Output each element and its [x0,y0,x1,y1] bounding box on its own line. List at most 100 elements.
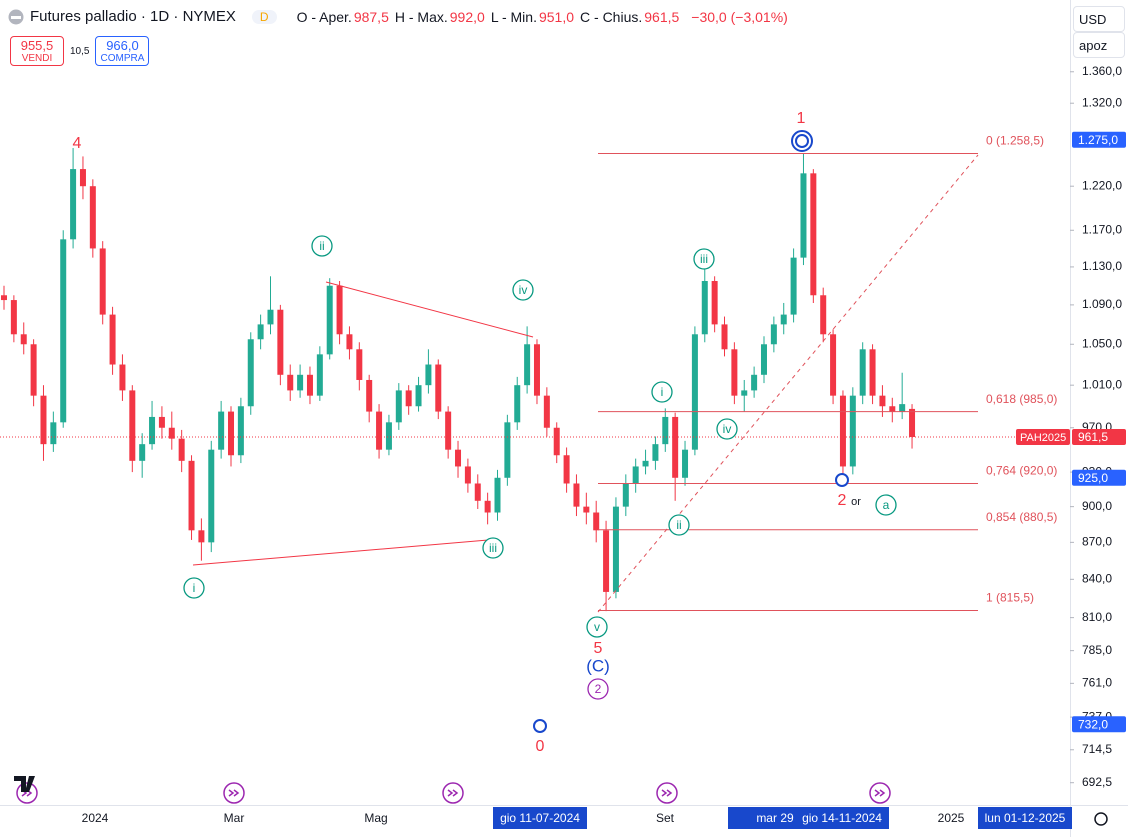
candle-body [455,450,461,467]
pivot-marker [534,720,546,732]
candle-body [416,385,422,406]
wave-label: iii [489,541,497,555]
x-tick-label: Set [656,811,675,825]
candle-body [31,344,37,395]
candle-body [1,295,7,300]
candle-body [514,385,520,422]
candle-body [781,315,787,325]
price-tag-label: 961,5 [1078,430,1108,444]
ohlc-value: 961,5 [644,9,679,25]
wave-label: 1 [797,110,806,127]
candle-body [337,286,343,335]
x-tick-label: gio 14-11-2024 [802,811,882,825]
y-tick-label: 810,0 [1082,610,1112,624]
candle-body [682,450,688,478]
candle-body [100,248,106,314]
candle-body [119,365,125,391]
buy-price: 966,0 [106,38,139,53]
currency-select[interactable]: USD [1073,6,1125,32]
candle-body [179,439,185,461]
candle-body [850,396,856,467]
candle-body [791,258,797,315]
candle-body [524,344,530,385]
candle-body [356,349,362,380]
fib-trend-line [598,155,978,612]
candle-body [248,339,254,406]
candle-body [504,422,510,477]
candle-body [820,295,826,334]
trend-line [326,282,533,337]
candle-body [712,281,718,324]
candle-body [623,483,629,506]
symbol-name[interactable]: Futures palladio · 1D · NYMEX [30,8,236,25]
candle-body [90,186,96,248]
candle-body [731,349,737,395]
y-tick-label: 1.010,0 [1082,377,1122,391]
candle-body [603,530,609,592]
candle-body [11,300,17,334]
candle-body [267,310,273,325]
wave-label: 5 [594,640,603,657]
y-tick-label: 1.090,0 [1082,297,1122,311]
candle-body [376,412,382,450]
x-tick-label: gio 11-07-2024 [500,811,580,825]
candle-body [909,409,915,437]
candle-body [564,455,570,483]
candle-body [129,390,135,460]
candle-body [741,390,747,395]
x-tick-label: lun 01-12-2025 [985,811,1066,825]
y-tick-label: 692,5 [1082,775,1112,789]
chart: 1.360,01.320,01.220,01.170,01.130,01.090… [0,0,1128,837]
candle-body [643,461,649,467]
candle-body [386,422,392,449]
wave-label: iv [519,283,528,297]
candle-body [465,466,471,483]
candle-body [60,239,66,422]
ohlc-label: L - Min. [491,9,537,25]
candle-body [672,417,678,478]
wave-label: a [883,498,890,512]
sell-price: 955,5 [21,38,54,53]
candle-body [899,404,905,411]
fib-label: 0,764 (920,0) [986,464,1057,478]
candle-body [80,169,86,186]
wave-label: iv [723,422,732,436]
x-tick-label: Mar [224,811,245,825]
trend-line [193,540,488,565]
spread: 10,5 [70,46,89,57]
ohlc-value: 987,5 [354,9,389,25]
legend-header: Futures palladio · 1D · NYMEX D O - Aper… [8,8,794,25]
candle-body [208,450,214,543]
candle-body [702,281,708,334]
candle-body [722,324,728,349]
candle-body [485,501,491,513]
ohlc-label: C - Chius. [580,9,642,25]
x-tick-label: mar 29 [756,811,794,825]
candle-body [317,354,323,395]
candle-body [435,365,441,412]
ohlc-value: 992,0 [450,9,485,25]
pivot-marker [836,474,848,486]
wave-label: i [661,385,664,399]
candle-body [761,344,767,375]
candle-body [21,334,27,344]
candle-body [139,444,145,461]
candle-body [198,530,204,542]
candle-body [396,390,402,422]
buy-button[interactable]: 966,0COMPRA [95,36,149,66]
candle-body [425,365,431,386]
x-tick-label: 2025 [938,811,965,825]
scale-mode-select[interactable]: apoz [1073,32,1125,58]
wave-label: i [193,581,196,595]
price-tag-label: 925,0 [1078,471,1108,485]
y-tick-label: 870,0 [1082,535,1112,549]
candle-body [534,344,540,395]
candle-body [879,396,885,407]
sell-button[interactable]: 955,5VENDI [10,36,64,66]
candle-body [159,417,165,428]
candle-body [652,444,658,461]
wave-label: (C) [586,656,610,675]
candle-body [583,507,589,513]
y-tick-label: 900,0 [1082,499,1112,513]
fib-label: 0,854 (880,5) [986,510,1057,524]
